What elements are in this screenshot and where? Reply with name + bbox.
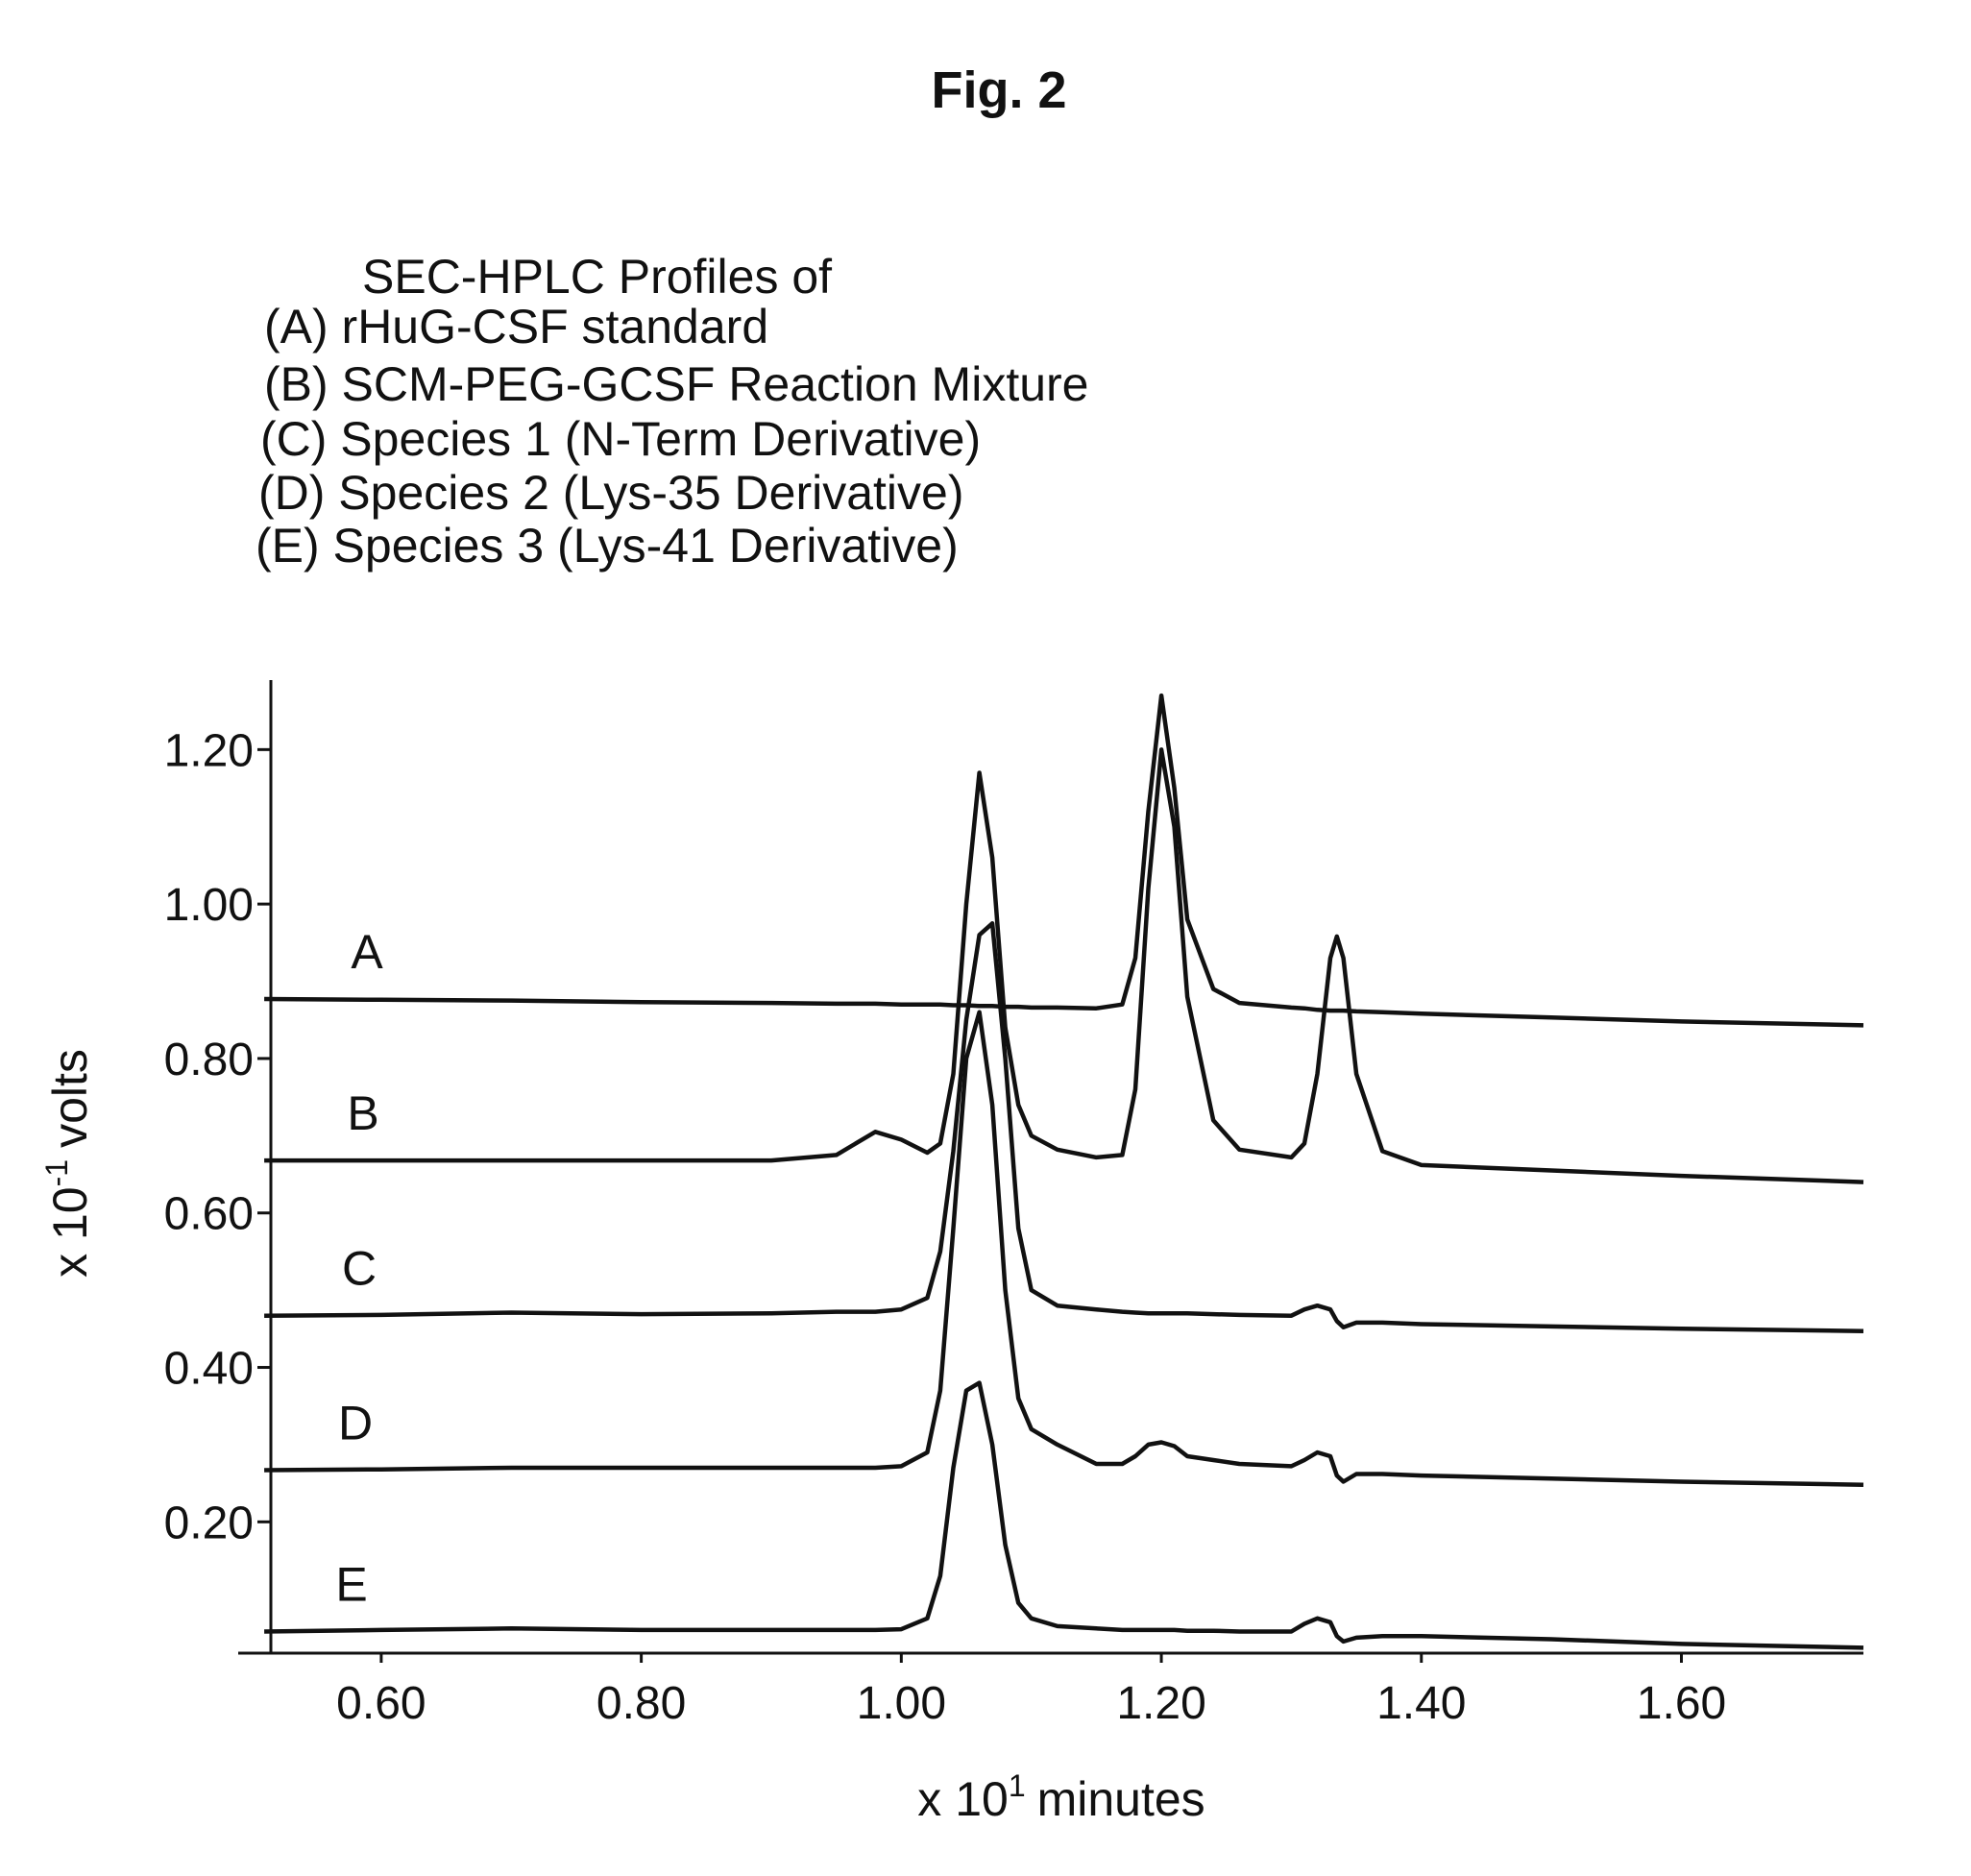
y-label-exponent: -1 [39,1159,74,1186]
description-line: (C) Species 1 (N-Term Derivative) [260,412,981,466]
series-line [264,1012,1863,1485]
description-line: (A) rHuG-CSF standard [264,300,768,353]
x-label-exponent: 1 [1009,1768,1026,1803]
description-line: (E) Species 3 (Lys-41 Derivative) [256,519,959,573]
y-label-base: x 10 [43,1186,97,1278]
series-line [264,923,1863,1330]
series-label: C [342,1242,377,1296]
series-line [264,695,1863,1025]
plot-area: 0.20 0.40 0.60 0.80 1.00 1.20 0.60 0.80 1.00 1.20… [164,680,1863,1729]
y-tick-label: 0.80 [164,1035,254,1085]
y-tick-label: 1.20 [164,725,254,776]
y-label-unit: volts [43,1049,97,1148]
x-tick-label: 0.60 [336,1678,426,1729]
series-line [264,1383,1863,1648]
x-tick-label: 1.60 [1637,1678,1726,1729]
x-tick-label: 0.80 [596,1678,686,1729]
y-tick-label: 0.40 [164,1344,254,1395]
y-tick-label: 0.20 [164,1498,254,1548]
y-tick-label: 1.00 [164,880,254,931]
descriptions: (A) rHuG-CSF standard(B) SCM-PEG-GCSF Re… [256,300,1088,573]
x-tick-label: 1.20 [1116,1678,1205,1729]
x-label-unit: minutes [1037,1772,1205,1826]
series-label: B [347,1086,378,1140]
y-tick-label: 0.60 [164,1189,254,1240]
series-label: E [335,1557,367,1611]
x-tick-label: 1.00 [857,1678,946,1729]
x-label-base: x 10 [917,1772,1009,1826]
x-axis-label: x 101 minutes [917,1768,1204,1826]
series-label: A [351,925,383,979]
chart-title: Fig. 2 [931,61,1066,119]
description-line: (D) Species 2 (Lys-35 Derivative) [258,466,963,520]
description-line: (B) SCM-PEG-GCSF Reaction Mixture [264,357,1088,411]
x-tick-label: 1.40 [1376,1678,1466,1729]
series-line [264,749,1863,1182]
description-title: SEC-HPLC Profiles of [362,250,832,304]
series-label: D [338,1396,373,1450]
chart: Fig. 2 SEC-HPLC Profiles of (A) rHuG-CSF… [0,0,1971,1876]
y-axis-label: x 10-1 volts [39,1049,97,1278]
